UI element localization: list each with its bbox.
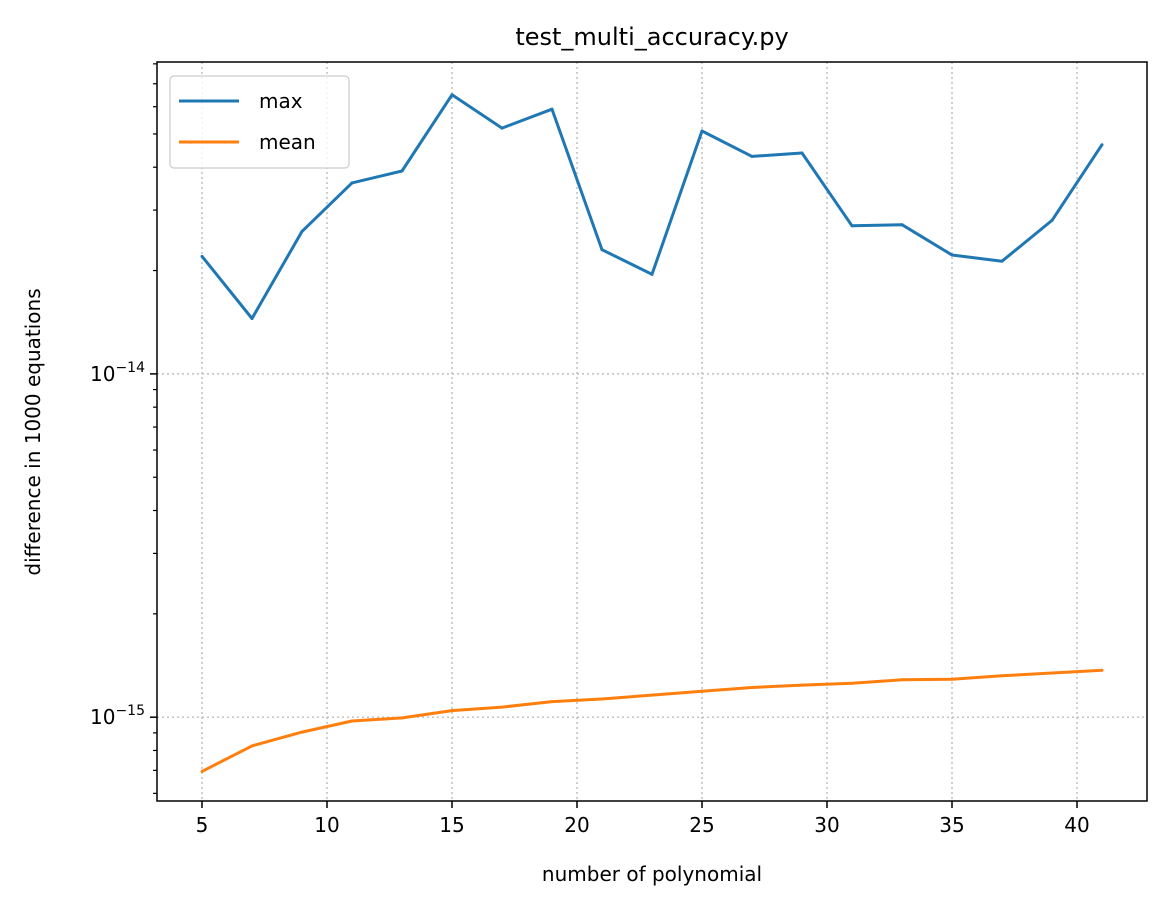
data-point-mean (750, 686, 754, 690)
x-tick-label: 5 (196, 813, 209, 837)
data-point-mean (300, 730, 304, 734)
data-point-max (550, 107, 554, 111)
data-point-mean (700, 689, 704, 693)
x-tick-label: 25 (689, 813, 714, 837)
data-point-mean (250, 744, 254, 748)
x-tick-label: 40 (1064, 813, 1089, 837)
data-point-max (600, 248, 604, 252)
x-tick-label: 15 (439, 813, 464, 837)
data-point-max (750, 154, 754, 158)
data-point-max (350, 181, 354, 185)
legend-label-max: max (259, 89, 303, 113)
data-point-max (400, 169, 404, 173)
plot-area (157, 62, 1147, 801)
data-point-mean (500, 705, 504, 709)
data-point-mean (400, 716, 404, 720)
data-point-max (700, 129, 704, 133)
data-point-mean (1100, 668, 1104, 672)
data-point-max (1000, 259, 1004, 263)
data-point-mean (550, 700, 554, 704)
data-point-mean (900, 678, 904, 682)
data-point-max (900, 223, 904, 227)
y-axis-label: difference in 1000 equations (21, 288, 45, 575)
data-point-mean (450, 709, 454, 713)
data-point-mean (1050, 671, 1054, 675)
y-axis: 10−15 10−14 (90, 63, 157, 794)
series-layer (200, 93, 1104, 773)
data-point-max (650, 272, 654, 276)
data-point-max (450, 93, 454, 97)
data-point-mean (350, 719, 354, 723)
x-axis-label: number of polynomial (542, 862, 762, 886)
x-tick-label: 35 (939, 813, 964, 837)
data-point-mean (1000, 674, 1004, 678)
legend-box (169, 75, 350, 169)
data-point-mean (650, 693, 654, 697)
data-point-mean (600, 697, 604, 701)
legend-label-mean: mean (259, 130, 316, 154)
data-point-max (850, 224, 854, 228)
data-point-max (1050, 218, 1054, 222)
x-axis: 5 10 15 20 25 30 35 40 (196, 801, 1090, 837)
legend: max mean (169, 75, 350, 169)
data-point-mean (200, 769, 204, 773)
x-tick-label: 20 (564, 813, 589, 837)
data-point-max (800, 151, 804, 155)
x-tick-label: 30 (814, 813, 839, 837)
data-point-max (200, 254, 204, 258)
data-point-mean (950, 677, 954, 681)
data-point-max (250, 316, 254, 320)
y-tick-label: 10−14 (90, 360, 145, 386)
data-point-max (950, 253, 954, 257)
data-point-max (300, 229, 304, 233)
chart-title: test_multi_accuracy.py (515, 23, 788, 51)
data-point-max (1100, 143, 1104, 147)
x-tick-label: 10 (314, 813, 339, 837)
y-tick-label: 10−15 (90, 703, 145, 729)
data-point-max (500, 126, 504, 130)
plot-frame (156, 61, 1148, 802)
data-point-mean (800, 683, 804, 687)
data-point-mean (850, 681, 854, 685)
